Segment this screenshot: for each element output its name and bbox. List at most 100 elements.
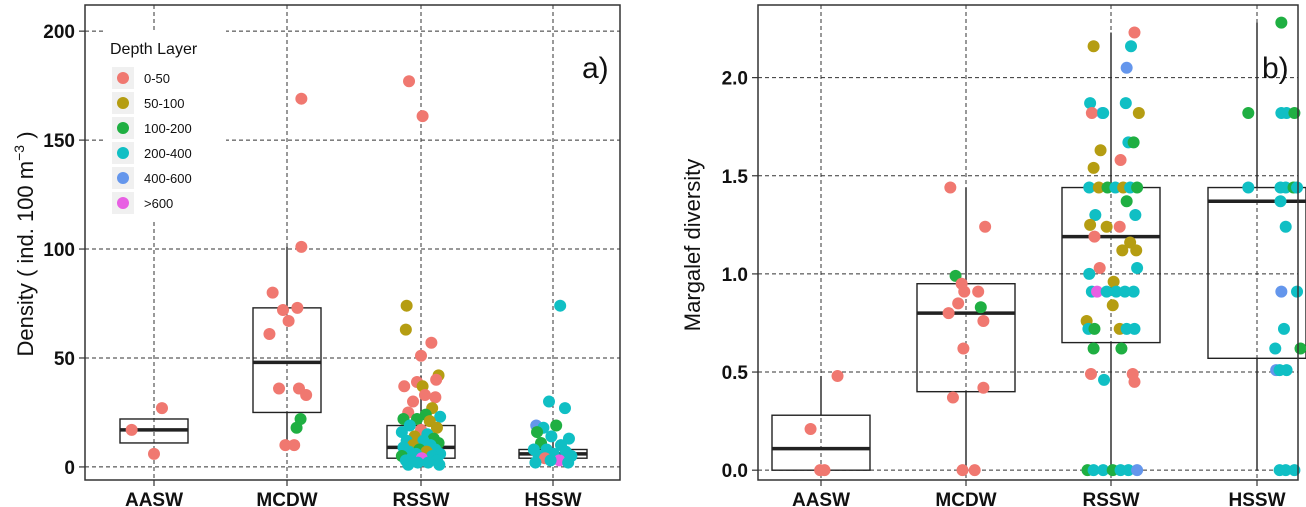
x-tick-label: RSSW	[393, 490, 450, 507]
data-point	[1120, 195, 1133, 208]
y-tick-label: 0.5	[722, 363, 749, 384]
data-point	[1128, 322, 1141, 335]
panel-b-x-ticks: AASW MCDW RSSW HSSW	[792, 480, 1286, 507]
legend-swatch	[117, 172, 129, 184]
data-point	[979, 220, 992, 233]
legend: Depth Layer 0-50 50-100 100-200 200-400 400-…	[104, 30, 226, 220]
data-point	[543, 395, 556, 408]
x-tick-label: HSSW	[525, 490, 582, 507]
y-tick-label: 150	[43, 131, 75, 152]
legend-label: 400-600	[144, 171, 192, 186]
data-point	[1127, 136, 1140, 149]
panel-b-frame	[757, 4, 1299, 481]
data-point	[282, 314, 295, 327]
data-point	[422, 456, 435, 469]
data-point	[398, 380, 411, 393]
data-point	[1113, 220, 1126, 233]
data-point	[1132, 106, 1145, 119]
iqr-box	[1207, 186, 1306, 360]
x-tick-label: AASW	[792, 490, 850, 507]
data-point	[1291, 285, 1304, 298]
data-point	[279, 439, 292, 452]
data-point	[944, 181, 957, 194]
data-point	[1269, 342, 1282, 355]
data-point	[562, 456, 575, 469]
legend-entry: >600	[112, 192, 173, 214]
data-point	[1130, 244, 1143, 257]
data-point	[148, 447, 160, 460]
data-point	[125, 423, 138, 436]
y-tick-label: 50	[54, 349, 75, 370]
data-point	[545, 430, 558, 443]
data-point	[1279, 464, 1292, 477]
data-point	[1122, 464, 1135, 477]
box-mcdw	[916, 187, 1016, 471]
data-point	[1087, 342, 1100, 355]
data-point	[1106, 299, 1119, 312]
data-point	[562, 432, 575, 445]
data-point	[550, 419, 563, 432]
data-point	[1089, 209, 1102, 222]
legend-swatch	[117, 97, 129, 109]
legend-title: Depth Layer	[110, 41, 198, 58]
data-point	[273, 382, 286, 395]
y-tick-label: 200	[43, 22, 75, 43]
data-point	[1084, 368, 1097, 381]
data-point	[290, 421, 303, 434]
data-point	[977, 315, 990, 328]
data-point	[956, 464, 969, 477]
panel-b-y-axis-title: Margalef diversity	[680, 159, 705, 331]
data-point	[1242, 181, 1255, 194]
data-point	[946, 391, 959, 404]
data-point	[1131, 262, 1144, 275]
x-tick-label: HSSW	[1229, 490, 1286, 507]
data-point	[1275, 285, 1288, 298]
data-point	[433, 458, 446, 471]
data-point	[1097, 464, 1110, 477]
x-tick-label: RSSW	[1083, 490, 1140, 507]
data-point	[429, 391, 442, 404]
legend-swatch	[117, 122, 129, 134]
data-point	[818, 464, 831, 477]
data-point	[402, 458, 415, 471]
y-tick-label: 2.0	[722, 69, 748, 90]
box-hssw	[1207, 22, 1306, 471]
data-point	[1128, 375, 1141, 388]
legend-label: 0-50	[144, 71, 170, 86]
data-point	[554, 299, 567, 312]
data-point	[155, 402, 168, 415]
data-point	[1098, 373, 1111, 386]
data-point	[1107, 275, 1120, 288]
data-point	[1114, 154, 1127, 167]
legend-swatch	[117, 72, 129, 84]
data-point	[974, 301, 987, 314]
data-point	[1279, 220, 1292, 233]
legend-label: >600	[144, 196, 173, 211]
y-tick-label: 100	[43, 240, 75, 261]
data-point	[1118, 285, 1131, 298]
data-point	[1110, 285, 1123, 298]
data-point	[1119, 97, 1132, 110]
panel-a-points	[125, 75, 578, 471]
data-point	[415, 349, 427, 362]
data-point	[1088, 230, 1101, 243]
legend-entries: 0-50 50-100 100-200 200-400 400-600 >600	[112, 67, 192, 214]
data-point	[1294, 342, 1306, 355]
data-point	[266, 286, 279, 299]
data-point	[831, 369, 844, 382]
data-point	[295, 240, 308, 253]
panel-b-y-ticks: 0.0 0.5 1.0 1.5 2.0	[722, 69, 758, 482]
data-point	[1084, 97, 1097, 110]
data-point	[1088, 322, 1101, 335]
data-point	[1091, 285, 1104, 298]
data-point	[1275, 16, 1288, 29]
y-tick-label: 1.0	[722, 265, 748, 286]
data-point	[263, 328, 276, 341]
data-point	[942, 307, 955, 320]
data-point	[1131, 464, 1144, 477]
panel-a-frame	[84, 4, 621, 481]
data-point	[1087, 40, 1100, 53]
data-point	[1277, 322, 1290, 335]
panel-b-points	[804, 16, 1306, 477]
legend-label: 100-200	[144, 121, 192, 136]
